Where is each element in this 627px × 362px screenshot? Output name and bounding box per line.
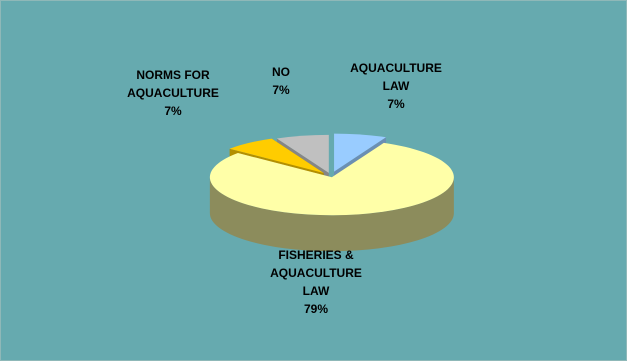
label-no-pct: 7% — [272, 83, 290, 97]
label-norms-pct: 7% — [164, 104, 182, 118]
slice-top-norms-for-aquaculture — [229, 138, 324, 173]
label-fisheries: FISHERIES & AQUACULTURE LAW 79% — [256, 246, 376, 318]
label-aquaculture-law: AQUACULTURE LAW 7% — [336, 59, 456, 113]
label-norms-line2: AQUACULTURE — [127, 86, 219, 100]
label-fisheries-pct: 79% — [303, 302, 329, 316]
label-no: NO 7% — [251, 63, 311, 99]
label-fisheries-line2: AQUACULTURE — [270, 266, 362, 280]
label-aquaculture-law-line1: AQUACULTURE — [350, 61, 442, 75]
slice-fisheries-aquaculture-law — [209, 142, 454, 252]
slice-top-fisheries-aquaculture-law — [209, 142, 454, 216]
label-fisheries-line1: FISHERIES & — [278, 248, 354, 262]
slice-top-aquaculture-law — [334, 133, 386, 172]
slice-side-fisheries-aquaculture-law-0 — [209, 177, 454, 252]
label-no-line1: NO — [272, 65, 290, 79]
label-fisheries-line3: LAW — [302, 284, 330, 298]
slice-top-no — [276, 134, 329, 173]
label-norms-line1: NORMS FOR — [136, 68, 210, 82]
label-aquaculture-law-pct: 7% — [387, 97, 405, 111]
label-norms: NORMS FOR AQUACULTURE 7% — [113, 66, 233, 120]
label-aquaculture-law-line2: LAW — [382, 79, 410, 93]
